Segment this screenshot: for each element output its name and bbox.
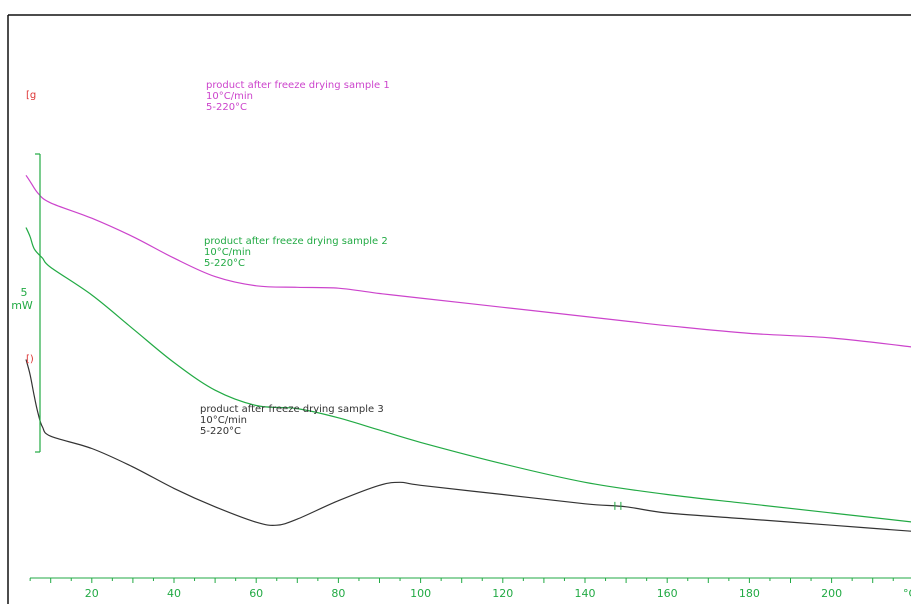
x-tick-label: 160 [657, 587, 678, 600]
series-2-name: product after freeze drying sample 2 [204, 236, 388, 247]
series-3-name: product after freeze drying sample 3 [200, 404, 384, 415]
x-tick-label: 120 [492, 587, 513, 600]
series-1-range: 5-220°C [206, 102, 247, 113]
x-tick-label: 60 [249, 587, 263, 600]
plot-area: product after freeze drying sample 110°C… [11, 80, 911, 600]
series-2-range: 5-220°C [204, 258, 245, 269]
x-tick-label: 20 [85, 587, 99, 600]
series-line-2 [25, 227, 911, 523]
series-3-analysis-bracket [614, 501, 622, 510]
series-1-start-marker: [g [26, 90, 36, 101]
x-tick-label: 100 [410, 587, 431, 600]
series-3-start-marker: [) [26, 354, 34, 365]
x-axis-unit: °C [903, 587, 911, 600]
series-1-rate: 10°C/min [206, 91, 253, 102]
series-1-name: product after freeze drying sample 1 [206, 80, 390, 91]
series-3-range: 5-220°C [200, 426, 241, 437]
x-tick-label: 40 [167, 587, 181, 600]
scale-bar-unit: mW [11, 299, 33, 312]
x-tick-label: 200 [821, 587, 842, 600]
scale-bar-value: 5 [21, 286, 28, 299]
series-2-rate: 10°C/min [204, 247, 251, 258]
x-tick-label: 140 [575, 587, 596, 600]
series-3-rate: 10°C/min [200, 415, 247, 426]
x-tick-label: 80 [331, 587, 345, 600]
x-tick-label: 180 [739, 587, 760, 600]
series-line-3 [25, 359, 911, 532]
series-line-1 [25, 174, 911, 348]
